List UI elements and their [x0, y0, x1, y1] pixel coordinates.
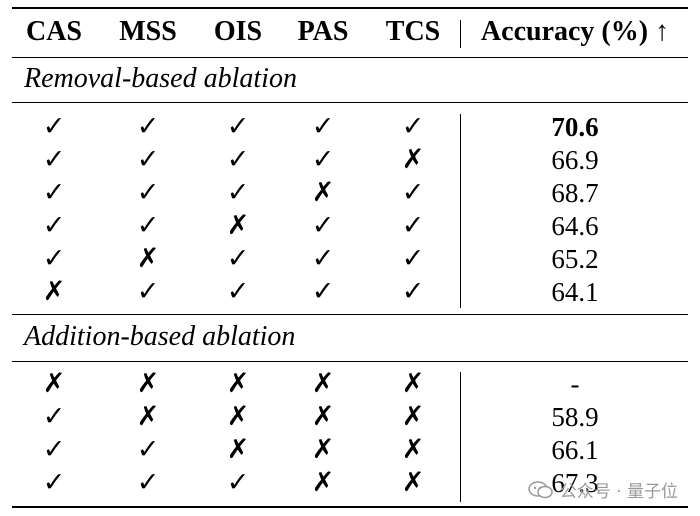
wechat-icon: [528, 480, 553, 498]
ois-check-mark: ✓: [226, 144, 250, 175]
mss-check-mark: ✓: [136, 210, 160, 241]
table-row: ✓ ✓ ✓ ✓ ✓ 70.6: [0, 111, 700, 143]
pas-check-mark: ✓: [311, 144, 335, 175]
watermark: 公众号 · 量子位: [528, 477, 678, 502]
watermark-text: 公众号 · 量子位: [559, 482, 678, 502]
header-mss: MSS: [119, 16, 177, 47]
tcs-check-mark: ✓: [401, 111, 425, 142]
pas-cross-mark: ✗: [311, 177, 335, 208]
pas-cross-mark: ✗: [311, 368, 335, 399]
table-row: ✗ ✓ ✓ ✓ ✓ 64.1: [0, 276, 700, 308]
table-row: ✓ ✗ ✓ ✓ ✓ 65.2: [0, 243, 700, 275]
cas-check-mark: ✓: [42, 243, 66, 274]
header-ois: OIS: [213, 16, 263, 47]
tcs-check-mark: ✓: [401, 210, 425, 241]
table-row: ✓ ✓ ✓ ✗ ✓ 68.7: [0, 177, 700, 209]
ois-check-mark: ✓: [226, 177, 250, 208]
ois-cross-mark: ✗: [226, 210, 250, 241]
section-rule-addition: [12, 361, 688, 362]
section-title-addition: Addition-based ablation: [24, 321, 296, 352]
ois-check-mark: ✓: [226, 243, 250, 274]
table-row: ✓ ✓ ✓ ✗ ✗ 67.3: [0, 467, 700, 499]
table-row: ✓ ✓ ✗ ✓ ✓ 64.6: [0, 210, 700, 242]
mss-check-mark: ✓: [136, 111, 160, 142]
tcs-cross-mark: ✗: [401, 434, 425, 465]
mss-cross-mark: ✗: [136, 368, 160, 399]
accuracy-value: 64.1: [551, 277, 599, 307]
header-tcs: TCS: [385, 16, 441, 47]
tcs-cross-mark: ✗: [401, 368, 425, 399]
ois-check-mark: ✓: [226, 111, 250, 142]
header-accuracy: Accuracy (%) ↑: [480, 16, 670, 47]
mss-check-mark: ✓: [136, 177, 160, 208]
header-cas: CAS: [25, 16, 82, 47]
accuracy-value: -: [570, 369, 580, 399]
mss-check-mark: ✓: [136, 467, 160, 498]
tcs-cross-mark: ✗: [401, 401, 425, 432]
ois-cross-mark: ✗: [226, 401, 250, 432]
cas-check-mark: ✓: [42, 434, 66, 465]
table-row: ✓ ✓ ✗ ✗ ✗ 66.1: [0, 434, 700, 466]
tcs-check-mark: ✓: [401, 243, 425, 274]
accuracy-value: 68.7: [551, 178, 599, 208]
accuracy-value: 66.9: [551, 145, 599, 175]
column-divider-removal: [460, 114, 461, 308]
table-bottom-rule: [12, 506, 688, 508]
header-column-divider: [460, 20, 461, 48]
table-row: ✗ ✗ ✗ ✗ ✗ -: [0, 368, 700, 400]
cas-check-mark: ✓: [42, 210, 66, 241]
tcs-check-mark: ✓: [401, 276, 425, 307]
section-separator-rule: [12, 314, 688, 315]
pas-cross-mark: ✗: [311, 401, 335, 432]
ois-check-mark: ✓: [226, 467, 250, 498]
table-top-rule: [12, 7, 688, 9]
cas-check-mark: ✓: [42, 177, 66, 208]
table-row: ✓ ✗ ✗ ✗ ✗ 58.9: [0, 401, 700, 433]
header-pas: PAS: [297, 16, 349, 47]
tcs-cross-mark: ✗: [401, 144, 425, 175]
mss-cross-mark: ✗: [136, 401, 160, 432]
pas-check-mark: ✓: [311, 243, 335, 274]
cas-check-mark: ✓: [42, 111, 66, 142]
mss-check-mark: ✓: [136, 144, 160, 175]
accuracy-value: 67.3: [551, 468, 599, 498]
section-rule-removal: [12, 102, 688, 103]
mss-check-mark: ✓: [136, 434, 160, 465]
ois-cross-mark: ✗: [226, 368, 250, 399]
accuracy-value: 58.9: [551, 402, 599, 432]
cas-check-mark: ✓: [42, 144, 66, 175]
pas-check-mark: ✓: [311, 210, 335, 241]
header-rule: [12, 57, 688, 58]
ois-cross-mark: ✗: [226, 434, 250, 465]
pas-check-mark: ✓: [311, 276, 335, 307]
ois-check-mark: ✓: [226, 276, 250, 307]
tcs-check-mark: ✓: [401, 177, 425, 208]
pas-cross-mark: ✗: [311, 467, 335, 498]
section-title-removal: Removal-based ablation: [24, 63, 297, 94]
table-header-row: CAS MSS OIS PAS TCS Accuracy (%) ↑: [0, 17, 700, 47]
cas-check-mark: ✓: [42, 467, 66, 498]
accuracy-value: 65.2: [551, 244, 599, 274]
accuracy-value: 64.6: [551, 211, 599, 241]
accuracy-value: 70.6: [551, 112, 599, 142]
table-row: ✓ ✓ ✓ ✓ ✗ 66.9: [0, 144, 700, 176]
mss-cross-mark: ✗: [136, 243, 160, 274]
mss-check-mark: ✓: [136, 276, 160, 307]
pas-cross-mark: ✗: [311, 434, 335, 465]
pas-check-mark: ✓: [311, 111, 335, 142]
accuracy-value: 66.1: [551, 435, 599, 465]
tcs-cross-mark: ✗: [401, 467, 425, 498]
cas-cross-mark: ✗: [42, 368, 66, 399]
column-divider-addition: [460, 372, 461, 502]
cas-cross-mark: ✗: [42, 276, 66, 307]
cas-check-mark: ✓: [42, 401, 66, 432]
